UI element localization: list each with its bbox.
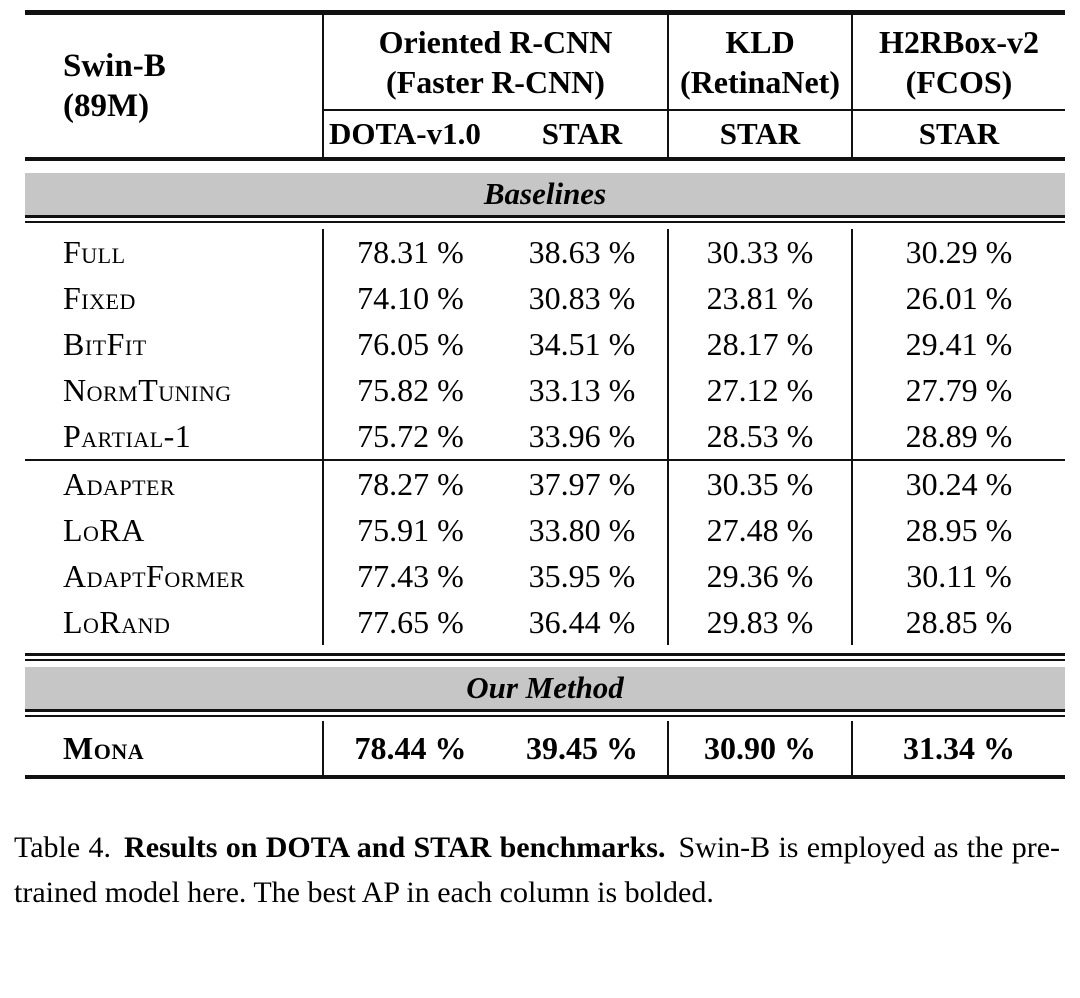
metric-value: 78.44 %	[322, 721, 497, 775]
table-header: Swin-B (89M) Oriented R-CNN (Faster R-CN…	[25, 15, 1065, 157]
metric-value: 75.72 %	[322, 413, 497, 459]
metric-value: 29.36 %	[667, 553, 851, 599]
detector-framework: (Faster R-CNN)	[386, 64, 605, 100]
metric-value: 27.12 %	[667, 367, 851, 413]
detector-header-h2rbox: H2RBox-v2 (FCOS)	[851, 15, 1065, 111]
method-label: Partial-1	[63, 417, 192, 454]
model-header-cell: Swin-B (89M)	[25, 15, 322, 157]
metric-value: 28.89 %	[851, 413, 1065, 459]
caption-text: Swin-B is employed as the pre-trained mo…	[14, 831, 1060, 909]
metric-value: 33.96 %	[528, 417, 636, 454]
metric-value: 30.11 %	[851, 553, 1065, 599]
section-top-rule	[25, 653, 1065, 661]
section-band-label: Baselines	[483, 176, 607, 211]
header-bottom-rule	[25, 157, 1065, 161]
metric-value: 78.31 %	[322, 229, 497, 275]
metric-value: 28.85 %	[851, 599, 1065, 645]
metric-value: 33.80 %	[528, 511, 636, 548]
caption-title: Results on DOTA and STAR benchmarks.	[124, 831, 666, 864]
subheader-star-1: STAR	[541, 116, 623, 151]
metric-value: 30.83 %	[528, 279, 636, 316]
subheader-dota: DOTA-v1.0	[322, 111, 497, 157]
table-row: NormTuning 75.82 % 33.13 % 27.12 % 27.79…	[25, 367, 1065, 413]
band-bottom-rule	[25, 215, 1065, 223]
subheader-star-3: STAR	[851, 111, 1065, 157]
method-label: LoRand	[63, 603, 171, 640]
metric-value: 31.34 %	[851, 721, 1065, 775]
section-band-our-method: Our Method	[25, 667, 1065, 709]
metric-value: 34.51 %	[528, 325, 636, 362]
detector-name: KLD	[725, 24, 795, 60]
metric-value: 28.17 %	[667, 321, 851, 367]
paper-table-figure: Swin-B (89M) Oriented R-CNN (Faster R-CN…	[14, 10, 1065, 915]
method-label: NormTuning	[63, 371, 232, 408]
mid-rule	[25, 459, 1065, 461]
detector-header-oriented-rcnn: Oriented R-CNN (Faster R-CNN)	[322, 15, 667, 111]
table-bottom-rule	[25, 775, 1065, 779]
table-row: Partial-1 75.72 % 33.96 % 28.53 % 28.89 …	[25, 413, 1065, 459]
method-label: AdaptFormer	[63, 557, 246, 594]
table-row: BitFit 76.05 % 34.51 % 28.17 % 29.41 %	[25, 321, 1065, 367]
method-label: Mona	[63, 729, 145, 766]
detector-name: H2RBox-v2	[879, 24, 1039, 60]
caption-number: Table 4.	[14, 831, 112, 864]
model-name: Swin-B	[63, 48, 166, 84]
peft-rows-group: Adapter 78.27 % 37.97 % 30.35 % 30.24 % …	[25, 461, 1065, 645]
metric-value: 27.48 %	[667, 507, 851, 553]
table-row-mona: Mona 78.44 % 39.45 % 30.90 % 31.34 %	[25, 721, 1065, 775]
table-row: AdaptFormer 77.43 % 35.95 % 29.36 % 30.1…	[25, 553, 1065, 599]
metric-value: 30.33 %	[667, 229, 851, 275]
table-top-rule	[25, 10, 1065, 15]
results-table: Swin-B (89M) Oriented R-CNN (Faster R-CN…	[25, 10, 1065, 779]
metric-value: 30.90 %	[667, 721, 851, 775]
metric-value: 29.83 %	[667, 599, 851, 645]
table-row: LoRA 75.91 % 33.80 % 27.48 % 28.95 %	[25, 507, 1065, 553]
metric-value: 29.41 %	[851, 321, 1065, 367]
metric-value: 30.24 %	[851, 461, 1065, 507]
method-label: BitFit	[63, 325, 147, 362]
table-row: Adapter 78.27 % 37.97 % 30.35 % 30.24 %	[25, 461, 1065, 507]
metric-value: 39.45 %	[526, 729, 638, 766]
detector-header-kld: KLD (RetinaNet)	[667, 15, 851, 111]
detector-framework: (FCOS)	[905, 64, 1013, 100]
baseline-rows-group: Full 78.31 % 38.63 % 30.33 % 30.29 % Fix…	[25, 229, 1065, 459]
model-params: (89M)	[63, 88, 150, 124]
table-row: LoRand 77.65 % 36.44 % 29.83 % 28.85 %	[25, 599, 1065, 645]
metric-value: 23.81 %	[667, 275, 851, 321]
section-band-baselines: Baselines	[25, 173, 1065, 215]
metric-value: 26.01 %	[851, 275, 1065, 321]
metric-value: 77.65 %	[322, 599, 497, 645]
metric-value: 27.79 %	[851, 367, 1065, 413]
subheader-star-2: STAR	[667, 111, 851, 157]
metric-value: 30.29 %	[851, 229, 1065, 275]
method-label: LoRA	[63, 511, 145, 548]
metric-value: 36.44 %	[528, 603, 636, 640]
metric-value: 76.05 %	[322, 321, 497, 367]
metric-value: 38.63 %	[528, 233, 636, 270]
metric-value: 78.27 %	[322, 461, 497, 507]
section-band-label: Our Method	[466, 670, 624, 705]
method-label: Fixed	[63, 279, 136, 316]
metric-value: 28.53 %	[667, 413, 851, 459]
detector-name: Oriented R-CNN	[378, 24, 613, 60]
metric-value: 75.82 %	[322, 367, 497, 413]
band-bottom-rule	[25, 709, 1065, 717]
method-label: Adapter	[63, 465, 176, 502]
table-row: Full 78.31 % 38.63 % 30.33 % 30.29 %	[25, 229, 1065, 275]
detector-framework: (RetinaNet)	[680, 64, 840, 100]
metric-value: 77.43 %	[322, 553, 497, 599]
metric-value: 35.95 %	[528, 557, 636, 594]
metric-value: 33.13 %	[528, 371, 636, 408]
table-caption: Table 4. Results on DOTA and STAR benchma…	[14, 825, 1060, 915]
metric-value: 28.95 %	[851, 507, 1065, 553]
metric-value: 75.91 %	[322, 507, 497, 553]
metric-value: 74.10 %	[322, 275, 497, 321]
method-label: Full	[63, 233, 126, 270]
metric-value: 37.97 %	[528, 465, 636, 502]
metric-value: 30.35 %	[667, 461, 851, 507]
table-row: Fixed 74.10 % 30.83 % 23.81 % 26.01 %	[25, 275, 1065, 321]
